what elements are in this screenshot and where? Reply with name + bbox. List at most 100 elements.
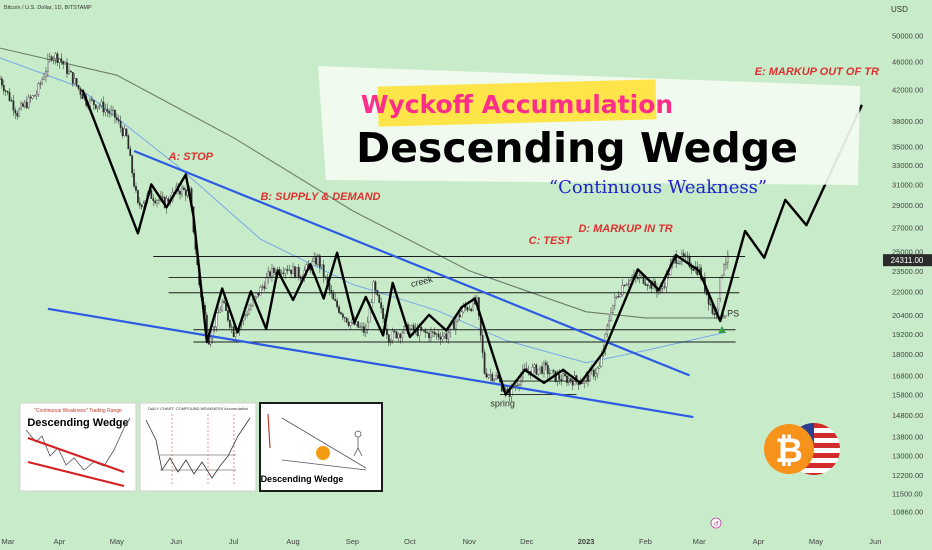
candle bbox=[140, 204, 143, 210]
candle bbox=[234, 332, 237, 339]
candle bbox=[357, 321, 360, 329]
replay-icon[interactable]: ↺ bbox=[710, 517, 722, 529]
candle bbox=[315, 253, 317, 267]
candle bbox=[349, 321, 352, 330]
candle bbox=[441, 331, 444, 342]
thumbnail-wedge-lower bbox=[281, 459, 367, 471]
candle bbox=[537, 368, 540, 377]
thumbnail-wedge-illustration[interactable]: Descending Wedge bbox=[259, 402, 383, 492]
candle bbox=[341, 312, 344, 321]
time-tick-label: Jun bbox=[170, 537, 182, 546]
candle bbox=[294, 265, 296, 279]
candle bbox=[183, 185, 185, 191]
candle bbox=[98, 103, 101, 110]
candle bbox=[646, 283, 649, 291]
candle bbox=[12, 94, 15, 117]
candle bbox=[248, 303, 250, 316]
candle bbox=[709, 302, 712, 307]
price-axis-currency: USD bbox=[891, 5, 908, 14]
candle bbox=[179, 188, 181, 200]
candle bbox=[485, 367, 488, 379]
candle bbox=[181, 184, 183, 198]
time-tick-label: Sep bbox=[346, 537, 359, 546]
candle bbox=[336, 298, 338, 310]
thumbnail-trend-lower bbox=[27, 461, 125, 487]
candle bbox=[217, 306, 220, 314]
candle bbox=[612, 304, 614, 314]
candle bbox=[33, 95, 36, 97]
candle bbox=[318, 253, 321, 273]
candle bbox=[25, 96, 28, 110]
candle bbox=[487, 373, 490, 380]
price-tick-label: 11500.00 bbox=[892, 490, 923, 499]
candle bbox=[71, 72, 74, 87]
candle bbox=[135, 182, 137, 193]
price-axis-background bbox=[883, 0, 932, 550]
thumbnail-title: Descending Wedge bbox=[261, 474, 344, 484]
candle bbox=[543, 360, 545, 378]
thumbnail-continuous-weakness[interactable]: "Continuous Weakness" Trading Range Desc… bbox=[19, 402, 137, 492]
candle bbox=[209, 336, 212, 347]
candle bbox=[115, 113, 118, 123]
candle bbox=[257, 293, 260, 299]
candle bbox=[20, 100, 22, 111]
wyckoff-zigzag-line bbox=[81, 89, 863, 396]
candle bbox=[725, 256, 727, 271]
price-tick-label: 38000.00 bbox=[892, 117, 923, 126]
annotations: A: STOP B: SUPPLY & DEMAND C: TEST D: MARKU… bbox=[168, 66, 879, 408]
price-tick-label: 29000.00 bbox=[892, 201, 923, 210]
candle bbox=[330, 284, 333, 299]
bitcoin-symbol: ₿ bbox=[775, 431, 803, 471]
candle bbox=[280, 269, 283, 276]
candle bbox=[460, 310, 463, 318]
candle bbox=[378, 294, 381, 304]
price-tick-label: 16800.00 bbox=[892, 371, 923, 380]
candle bbox=[41, 76, 44, 86]
thumbnail-wyckoff-schematic[interactable]: DAILY CHART: COMPOUND WEAKNESS Accumulat… bbox=[139, 402, 257, 492]
candle bbox=[387, 333, 390, 347]
label-a-stop: A: STOP bbox=[168, 151, 214, 163]
candle bbox=[114, 109, 116, 124]
candle bbox=[221, 299, 224, 312]
candle bbox=[410, 324, 413, 330]
candle bbox=[397, 332, 400, 342]
price-axis[interactable]: USD 50000.00 46000.00 42000.00 38000.00 3500… bbox=[883, 0, 932, 550]
price-tick-label: 46000.00 bbox=[892, 57, 923, 66]
candle bbox=[154, 197, 157, 205]
candle bbox=[45, 66, 47, 83]
candle bbox=[66, 58, 68, 79]
time-axis[interactable]: Mar Apr May Jun Jul Aug Sep Oct Nov Dec 2023 Feb Mar… bbox=[0, 531, 883, 550]
candle bbox=[483, 349, 486, 375]
candle bbox=[598, 361, 601, 369]
candle bbox=[137, 189, 139, 205]
wyckoff-zigzag bbox=[81, 89, 863, 396]
candle bbox=[0, 75, 1, 80]
candle bbox=[16, 110, 19, 120]
candle bbox=[110, 105, 112, 117]
candle bbox=[47, 53, 49, 78]
title-highlight-box bbox=[377, 79, 657, 127]
candle bbox=[131, 154, 134, 178]
candle bbox=[533, 363, 536, 374]
candle bbox=[723, 263, 725, 277]
thumbnail-caption: DAILY CHART: COMPOUND WEAKNESS Accumulat… bbox=[148, 406, 248, 411]
time-tick-label: Jun bbox=[869, 537, 881, 546]
candle bbox=[273, 265, 275, 278]
candle bbox=[663, 281, 666, 290]
candle bbox=[56, 51, 59, 67]
candle bbox=[117, 114, 120, 125]
time-tick-label: Mar bbox=[693, 537, 706, 546]
time-tick-label: Oct bbox=[404, 537, 417, 546]
candle bbox=[726, 250, 729, 269]
candle bbox=[138, 197, 141, 209]
bitcoin-usa-logo: ₿ bbox=[764, 423, 840, 475]
wedge-trendline bbox=[47, 307, 694, 419]
lps-marker bbox=[718, 325, 727, 333]
candle bbox=[644, 278, 647, 286]
candle bbox=[96, 106, 99, 113]
candle bbox=[717, 298, 720, 315]
candle bbox=[539, 366, 542, 375]
candle bbox=[345, 317, 348, 324]
candle bbox=[223, 297, 225, 304]
candle bbox=[4, 89, 7, 96]
